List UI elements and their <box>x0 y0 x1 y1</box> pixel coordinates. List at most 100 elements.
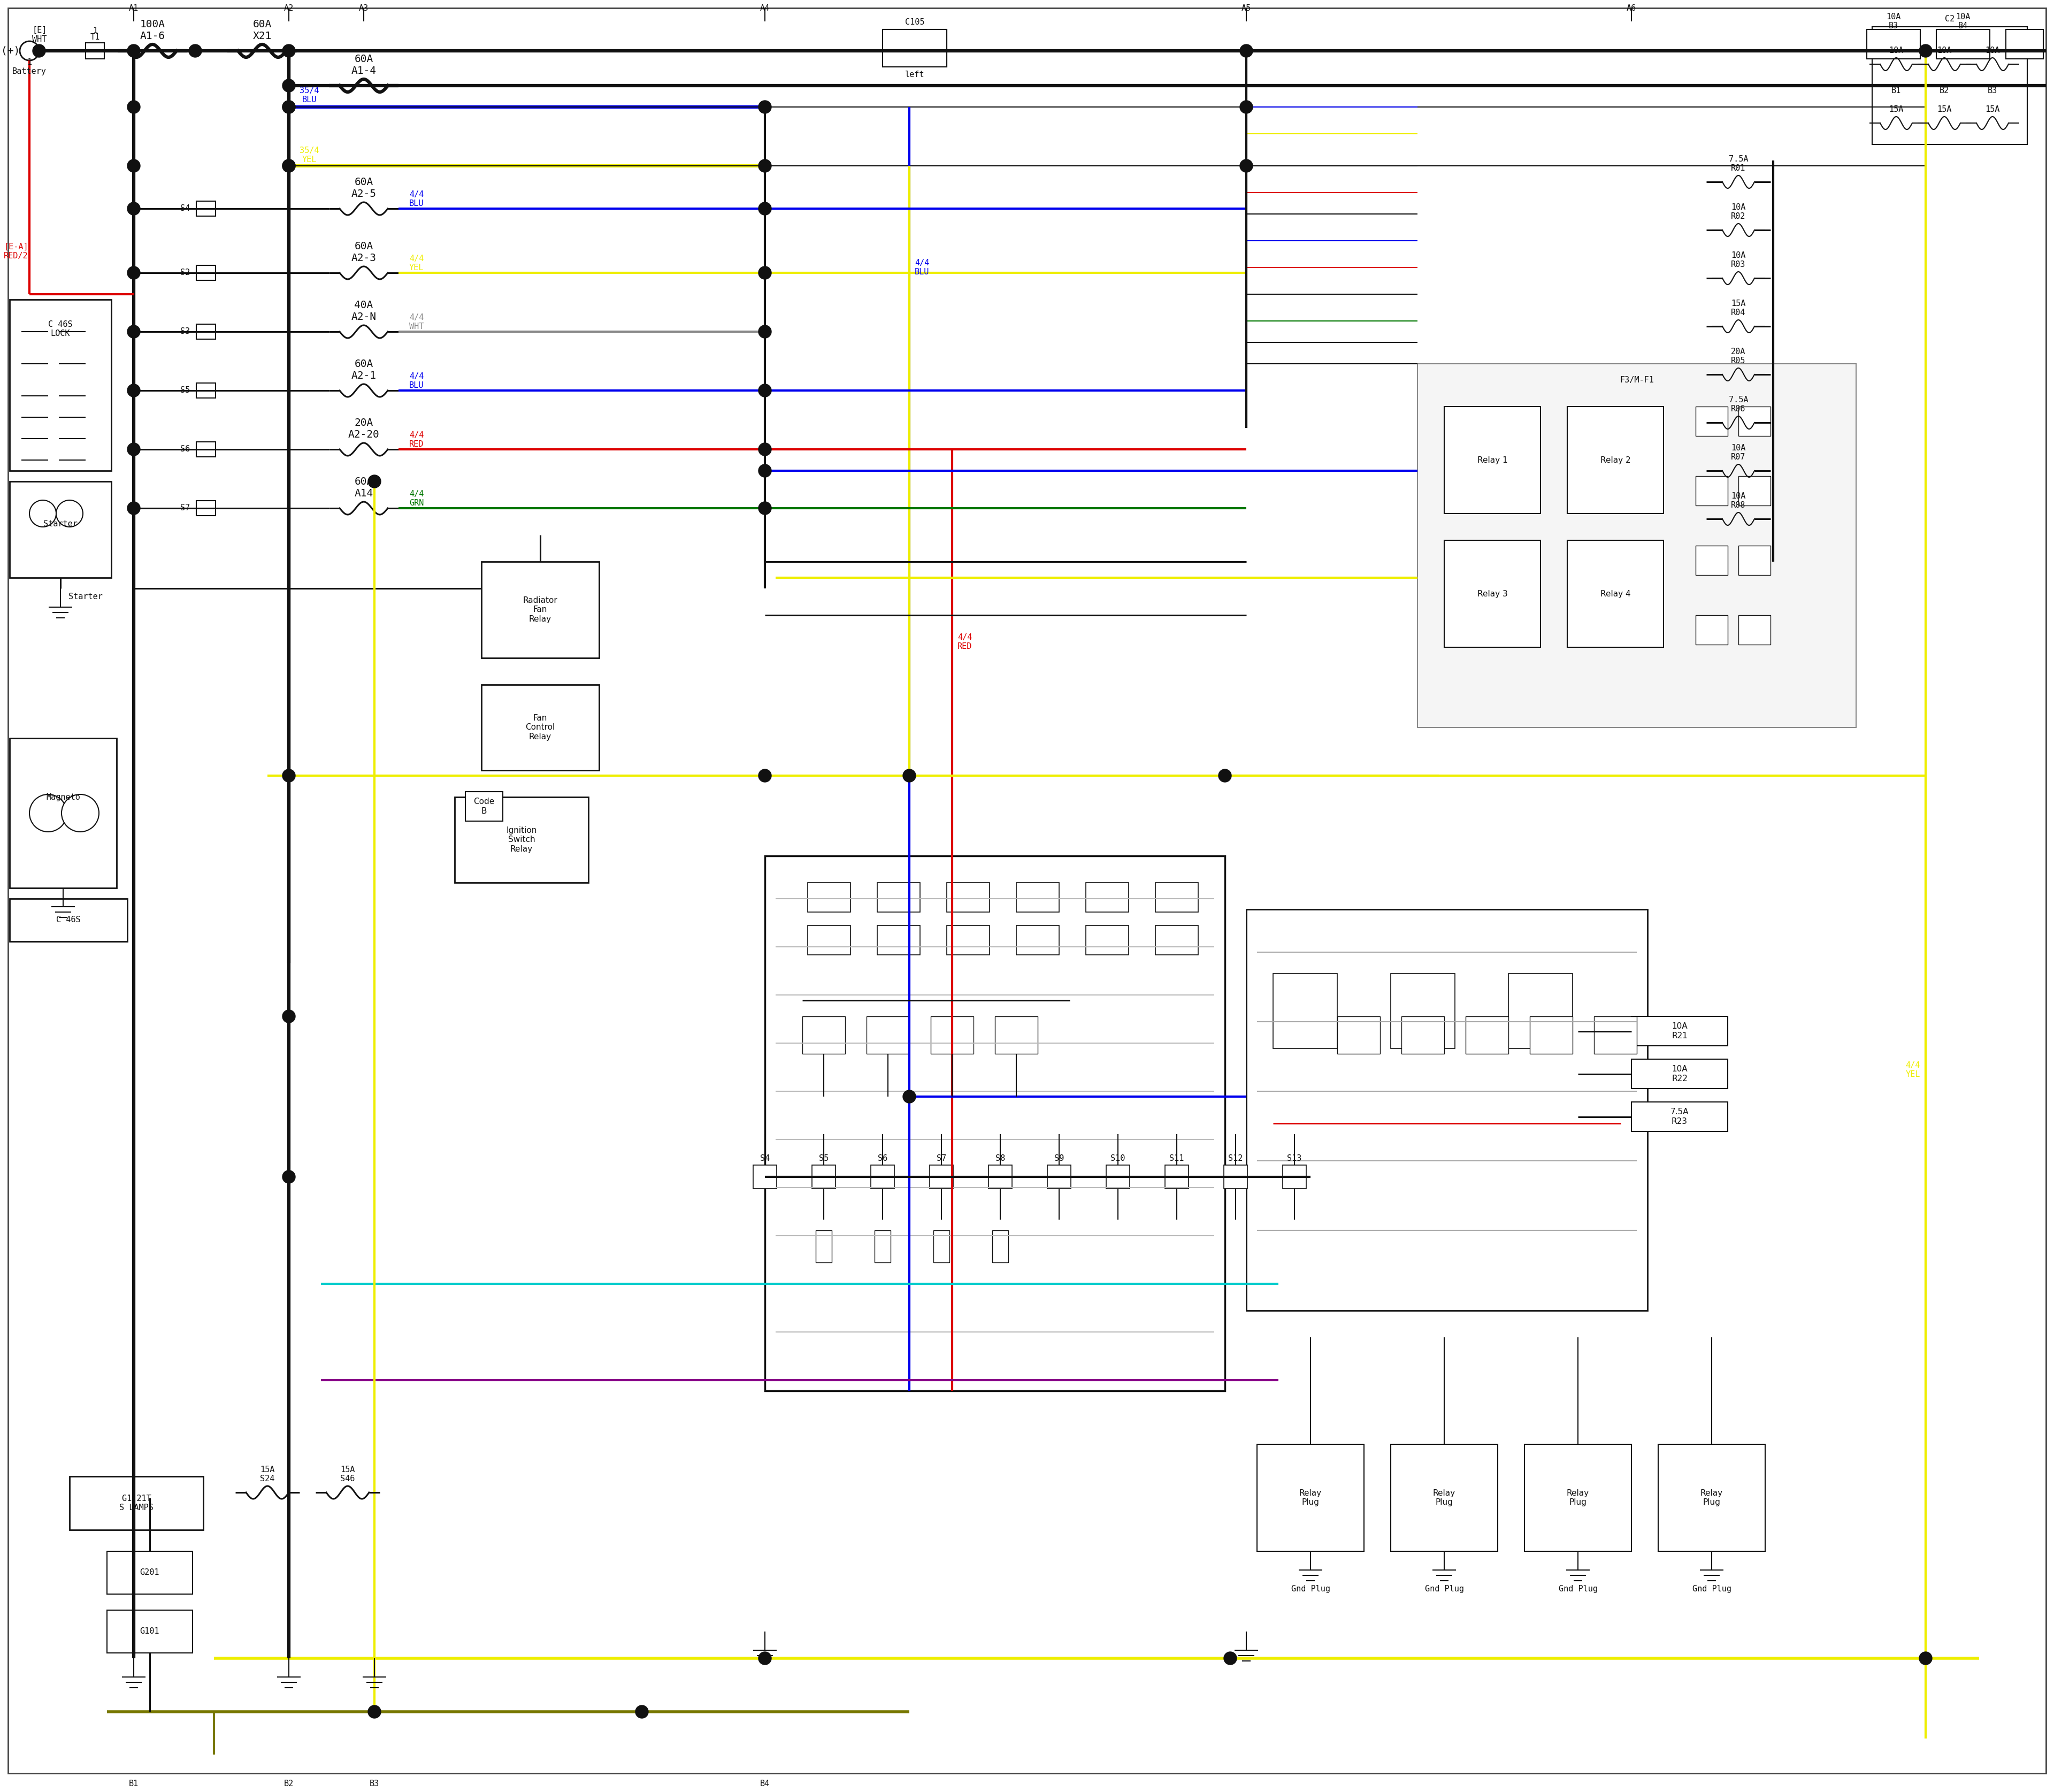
Text: F3/M-F1: F3/M-F1 <box>1621 376 1653 383</box>
Text: 10A: 10A <box>1937 47 1951 54</box>
Bar <box>1467 1016 1508 1054</box>
Bar <box>1154 925 1197 955</box>
Bar <box>481 561 600 658</box>
Text: 4/4
GRN: 4/4 GRN <box>409 489 423 507</box>
Bar <box>1631 1016 1727 1047</box>
Text: 35/4
YEL: 35/4 YEL <box>300 147 318 163</box>
Text: C2: C2 <box>1945 14 1955 23</box>
Bar <box>1282 1165 1306 1188</box>
Text: Gnd Plug: Gnd Plug <box>1692 1584 1732 1593</box>
Circle shape <box>368 475 380 487</box>
Circle shape <box>904 769 916 781</box>
Bar <box>1154 883 1197 912</box>
Bar <box>1738 615 1771 645</box>
Text: Relay 2: Relay 2 <box>1600 455 1631 464</box>
Text: Relay 4: Relay 4 <box>1600 590 1631 599</box>
Bar <box>1391 973 1454 1048</box>
Text: G201: G201 <box>140 1568 160 1577</box>
Text: left: left <box>906 72 924 79</box>
Bar <box>1738 477 1771 505</box>
Bar <box>754 1165 776 1188</box>
Text: 60A
A1-4: 60A A1-4 <box>351 54 376 75</box>
Text: Relay 3: Relay 3 <box>1477 590 1508 599</box>
Circle shape <box>127 202 140 215</box>
Bar <box>1530 1016 1573 1054</box>
Text: B3: B3 <box>370 1779 380 1788</box>
Bar <box>807 925 850 955</box>
Bar <box>803 1016 844 1054</box>
Text: 4/4
YEL: 4/4 YEL <box>409 254 423 272</box>
Bar <box>867 1016 910 1054</box>
Circle shape <box>127 267 140 280</box>
Text: 10A
B4: 10A B4 <box>1955 13 1970 30</box>
Text: C 46S: C 46S <box>55 916 80 925</box>
Text: 1: 1 <box>92 27 99 34</box>
Circle shape <box>283 769 296 781</box>
Text: 60A
A14: 60A A14 <box>353 477 374 498</box>
Bar <box>988 1165 1013 1188</box>
Bar <box>70 1477 203 1530</box>
Circle shape <box>283 100 296 113</box>
Circle shape <box>1224 1652 1237 1665</box>
Bar <box>454 797 587 883</box>
Circle shape <box>283 159 296 172</box>
Text: 10A
R02: 10A R02 <box>1732 202 1746 220</box>
Text: 60A
A2-3: 60A A2-3 <box>351 242 376 263</box>
Bar <box>933 1231 949 1262</box>
Bar <box>1871 27 2027 145</box>
Bar <box>466 792 503 821</box>
Bar <box>1658 1444 1764 1552</box>
Bar <box>197 383 216 398</box>
Text: B1: B1 <box>129 1779 138 1788</box>
Bar <box>1417 364 1857 728</box>
Text: A6: A6 <box>1627 4 1637 13</box>
Text: 10A: 10A <box>1890 47 1904 54</box>
Text: 10A: 10A <box>1984 47 2001 54</box>
Bar <box>10 898 127 941</box>
Bar <box>1867 29 1920 59</box>
Text: 40A
A2-N: 40A A2-N <box>351 299 376 323</box>
Bar <box>1257 1444 1364 1552</box>
Bar <box>1087 883 1128 912</box>
Circle shape <box>189 45 201 57</box>
Text: Relay
Plug: Relay Plug <box>1300 1489 1323 1507</box>
Circle shape <box>758 100 772 113</box>
Text: 10A
R07: 10A R07 <box>1732 444 1746 461</box>
Circle shape <box>758 443 772 455</box>
Text: S12: S12 <box>1228 1154 1243 1163</box>
Circle shape <box>1918 1652 1933 1665</box>
Circle shape <box>758 267 772 280</box>
Circle shape <box>127 502 140 514</box>
Bar <box>107 1611 193 1652</box>
Text: S7: S7 <box>937 1154 947 1163</box>
Text: Fan
Control
Relay: Fan Control Relay <box>526 715 555 740</box>
Text: 1
Battery: 1 Battery <box>12 57 47 75</box>
Circle shape <box>127 324 140 339</box>
Bar <box>1273 973 1337 1048</box>
Bar <box>10 299 111 471</box>
Bar <box>10 738 117 889</box>
Text: 35/4
BLU: 35/4 BLU <box>300 86 318 104</box>
Circle shape <box>29 794 68 831</box>
Text: Code
B: Code B <box>474 797 495 815</box>
Text: 10A
R03: 10A R03 <box>1732 251 1746 269</box>
Circle shape <box>127 443 140 455</box>
Text: 20A
A2-20: 20A A2-20 <box>347 418 380 439</box>
Circle shape <box>283 1011 296 1023</box>
Text: S11: S11 <box>1169 1154 1183 1163</box>
Bar <box>877 883 920 912</box>
Text: 15A
R04: 15A R04 <box>1732 299 1746 317</box>
Text: 4/4
RED: 4/4 RED <box>957 633 972 650</box>
Circle shape <box>635 1706 649 1719</box>
Text: 4/4
BLU: 4/4 BLU <box>409 373 423 389</box>
Circle shape <box>127 383 140 396</box>
Circle shape <box>758 1652 772 1665</box>
Bar <box>1224 1165 1247 1188</box>
Text: S5: S5 <box>820 1154 828 1163</box>
Circle shape <box>1918 45 1933 57</box>
Text: 4/4
BLU: 4/4 BLU <box>914 258 928 276</box>
Circle shape <box>758 502 772 514</box>
Circle shape <box>62 794 99 831</box>
Bar <box>197 201 216 217</box>
Bar <box>764 857 1224 1391</box>
